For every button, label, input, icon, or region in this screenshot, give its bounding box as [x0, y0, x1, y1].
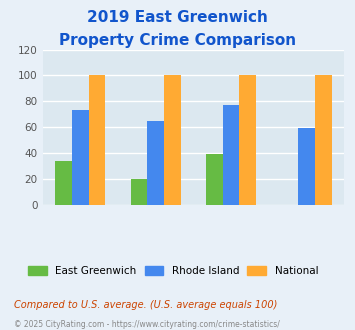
- Bar: [131, 179, 147, 205]
- Bar: [206, 154, 223, 205]
- Legend: East Greenwich, Rhode Island, National: East Greenwich, Rhode Island, National: [24, 261, 322, 280]
- Bar: [72, 110, 89, 205]
- Bar: [89, 75, 105, 205]
- Bar: [315, 75, 332, 205]
- Bar: [164, 75, 181, 205]
- Text: © 2025 CityRating.com - https://www.cityrating.com/crime-statistics/: © 2025 CityRating.com - https://www.city…: [14, 320, 280, 329]
- Bar: [223, 105, 240, 205]
- Bar: [240, 75, 256, 205]
- Text: Property Crime Comparison: Property Crime Comparison: [59, 33, 296, 48]
- Bar: [298, 128, 315, 205]
- Bar: [55, 161, 72, 205]
- Bar: [147, 120, 164, 205]
- Text: 2019 East Greenwich: 2019 East Greenwich: [87, 10, 268, 25]
- Text: Compared to U.S. average. (U.S. average equals 100): Compared to U.S. average. (U.S. average …: [14, 300, 278, 310]
